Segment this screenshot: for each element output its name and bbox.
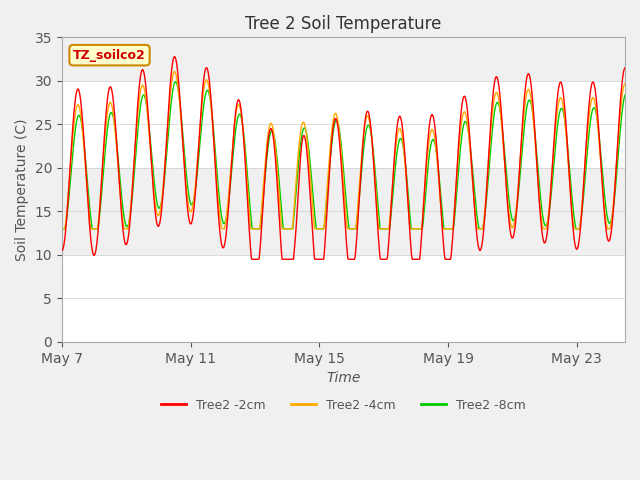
Bar: [62, 81, 625, 168]
X-axis label: Time: Time: [326, 371, 360, 385]
Bar: [62, 255, 625, 342]
Y-axis label: Soil Temperature (C): Soil Temperature (C): [15, 119, 29, 261]
Text: TZ_soilco2: TZ_soilco2: [73, 48, 146, 61]
Title: Tree 2 Soil Temperature: Tree 2 Soil Temperature: [245, 15, 442, 33]
Legend: Tree2 -2cm, Tree2 -4cm, Tree2 -8cm: Tree2 -2cm, Tree2 -4cm, Tree2 -8cm: [156, 394, 531, 417]
